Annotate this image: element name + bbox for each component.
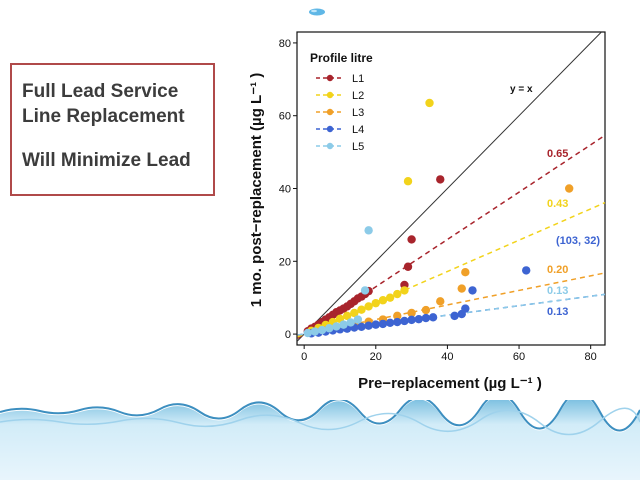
slope-label-l3: 0.20 bbox=[547, 264, 568, 276]
legend-label-l1: L1 bbox=[352, 73, 364, 85]
data-point-l1 bbox=[403, 262, 413, 271]
y-axis-label: 1 mo. post−replacement (µg L⁻¹ ) bbox=[248, 73, 265, 308]
slope-label-l2: 0.43 bbox=[547, 198, 568, 210]
data-point-l2 bbox=[378, 296, 388, 305]
y-tick-label: 40 bbox=[279, 184, 291, 196]
y-tick-label: 0 bbox=[285, 329, 291, 341]
fit-line-l1 bbox=[297, 134, 606, 339]
callout-box: Full Lead Service Line Replacement Will … bbox=[10, 63, 215, 196]
data-point-l5 bbox=[364, 226, 373, 235]
y-tick-label: 60 bbox=[279, 111, 291, 123]
data-point-l2 bbox=[403, 177, 413, 186]
data-point-l4 bbox=[400, 316, 409, 326]
legend-marker-l1 bbox=[326, 74, 334, 82]
slope-label-l5: 0.13 bbox=[547, 285, 568, 297]
x-tick-label: 20 bbox=[370, 351, 382, 363]
data-point-l3 bbox=[407, 308, 416, 318]
data-point-l5 bbox=[332, 322, 341, 331]
data-point-l3 bbox=[393, 311, 402, 321]
data-point-l5 bbox=[303, 328, 312, 338]
data-point-l4 bbox=[450, 311, 459, 321]
water-drop-icon bbox=[309, 8, 325, 16]
legend-marker-l2 bbox=[326, 91, 334, 99]
annotation-label: (103, 32) bbox=[556, 235, 600, 247]
data-point-l2 bbox=[342, 311, 352, 321]
legend-label-l5: L5 bbox=[352, 141, 364, 153]
data-point-l1 bbox=[407, 235, 416, 244]
x-axis-label: Pre−replacement (µg L⁻¹ ) bbox=[358, 375, 542, 392]
data-point-l3 bbox=[564, 184, 574, 193]
data-point-l2 bbox=[364, 302, 373, 311]
scatter-chart: 0 20 40 60 80 0 20 40 60 80 0.65 0.43 0.20 0.13 0.13 P… bbox=[248, 31, 606, 392]
data-point-l1 bbox=[436, 175, 445, 184]
data-point-l3 bbox=[421, 305, 431, 315]
data-point-l5 bbox=[346, 318, 355, 327]
legend-label-l3: L3 bbox=[352, 107, 364, 119]
data-point-l2 bbox=[385, 293, 395, 302]
callout-line: Will Minimize Lead bbox=[22, 150, 191, 171]
legend-marker-l4 bbox=[326, 125, 334, 133]
data-point-l4 bbox=[371, 320, 380, 329]
data-point-l4 bbox=[385, 318, 395, 327]
data-point-l4 bbox=[468, 286, 477, 295]
data-point-l2 bbox=[400, 286, 409, 295]
data-point-l4 bbox=[461, 304, 470, 313]
water-wave-decoration bbox=[0, 400, 640, 480]
data-point-l5 bbox=[310, 327, 320, 336]
x-tick-label: 0 bbox=[301, 351, 307, 363]
data-point-l4 bbox=[364, 321, 373, 330]
identity-line bbox=[296, 31, 602, 342]
y-tick-label: 20 bbox=[279, 256, 291, 268]
data-point-l2 bbox=[393, 289, 402, 299]
data-point-l4 bbox=[428, 313, 438, 322]
data-point-l5 bbox=[325, 324, 334, 333]
callout-line: Line Replacement bbox=[22, 106, 185, 127]
data-point-l2 bbox=[357, 305, 366, 314]
slope-label-l4: 0.13 bbox=[547, 306, 568, 318]
legend-label-l2: L2 bbox=[352, 90, 364, 102]
slope-label-l1: 0.65 bbox=[547, 148, 568, 160]
data-point-l4 bbox=[357, 322, 366, 332]
x-tick-label: 40 bbox=[441, 351, 453, 363]
legend: L1 L2 L3 L4 L5 bbox=[316, 73, 364, 153]
data-point-l3 bbox=[457, 284, 466, 293]
data-point-l2 bbox=[425, 98, 434, 108]
legend-label-l4: L4 bbox=[352, 124, 364, 136]
data-point-l4 bbox=[421, 313, 431, 323]
legend-title: Profile litre bbox=[310, 51, 373, 65]
plot-frame bbox=[296, 31, 606, 346]
data-point-l5 bbox=[353, 315, 363, 324]
data-point-l4 bbox=[393, 317, 402, 327]
data-point-l3 bbox=[461, 268, 470, 277]
data-point-l4 bbox=[378, 319, 388, 329]
legend-marker-l5 bbox=[326, 142, 334, 150]
data-point-l3 bbox=[436, 297, 445, 306]
legend-marker-l3 bbox=[326, 108, 334, 116]
identity-line-label: y = x bbox=[510, 84, 533, 95]
callout-line: Full Lead Service bbox=[22, 81, 179, 102]
x-tick-label: 80 bbox=[585, 351, 597, 363]
plot-area: 0 20 40 60 80 0 20 40 60 80 0.65 0.43 0.20 0.13 0.13 bbox=[279, 31, 606, 363]
y-tick-label: 80 bbox=[279, 38, 291, 50]
data-point-l4 bbox=[407, 315, 416, 325]
data-point-l5 bbox=[317, 325, 327, 335]
data-point-l4 bbox=[414, 314, 423, 324]
data-point-l5 bbox=[339, 320, 348, 329]
fit-line-l3 bbox=[297, 272, 606, 337]
data-point-l4 bbox=[522, 266, 531, 275]
data-point-l5 bbox=[360, 286, 370, 295]
data-point-l2 bbox=[371, 298, 380, 308]
x-tick-label: 60 bbox=[513, 351, 525, 363]
data-point-l2 bbox=[350, 308, 359, 318]
